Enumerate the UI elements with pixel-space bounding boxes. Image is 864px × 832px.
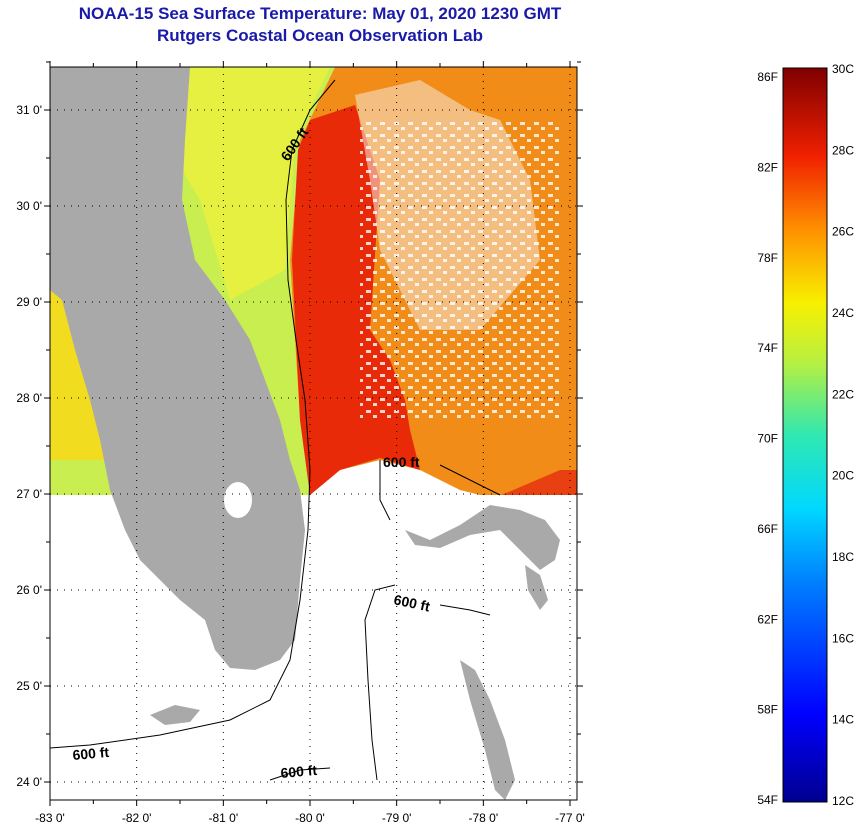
contour-600ft-south <box>269 767 331 781</box>
andros-island <box>460 660 515 800</box>
lon-tick-label: -78 0' <box>469 811 499 825</box>
lat-tick-label: 29 0' <box>16 295 42 309</box>
colorbar-f-label: 58F <box>757 703 778 717</box>
lat-tick-label: 25 0' <box>16 679 42 693</box>
colorbar-c-label: 14C <box>832 713 854 727</box>
contour-600ft-bahama-bank <box>379 460 391 521</box>
lon-tick-label: -77 0' <box>555 811 585 825</box>
lat-tick-label: 31 0' <box>16 103 42 117</box>
lake-okeechobee <box>224 482 252 518</box>
contour-label: 600 ft <box>383 454 420 470</box>
contour-label: 600 ft <box>72 744 110 763</box>
colorbar-c-label: 16C <box>832 631 854 645</box>
latitude-axis: 31 0' 30 0' 29 0' 28 0' 27 0' 26 0' 25 0' 24 0' <box>16 61 583 789</box>
contour-600ft-florida-shelf <box>50 79 336 749</box>
florida-keys <box>150 705 200 725</box>
lon-tick-label: -81 0' <box>209 811 239 825</box>
colorbar-celsius-scale: 30C 28C 26C 24C 22C 20C 18C 16C 14C 12C <box>832 62 854 808</box>
lat-tick-label: 27 0' <box>16 487 42 501</box>
grand-bahama-island <box>405 505 560 570</box>
colorbar-c-label: 26C <box>832 225 854 239</box>
longitude-axis: -83 0' -82 0' -81 0' -80 0' -79 0' -78 0' -77 … <box>35 61 585 825</box>
colorbar-c-label: 12C <box>832 794 854 808</box>
colorbar-c-label: 18C <box>832 550 854 564</box>
map-panel <box>50 67 577 800</box>
map-subtitle: Rutgers Coastal Ocean Observation Lab <box>157 26 483 45</box>
florida-land <box>50 67 305 670</box>
colorbar-f-label: 86F <box>757 70 778 84</box>
map-title: NOAA-15 Sea Surface Temperature: May 01,… <box>78 4 562 23</box>
colorbar-f-label: 74F <box>757 341 778 355</box>
cloud-speckle <box>360 120 560 420</box>
lon-tick-label: -79 0' <box>382 811 412 825</box>
colorbar-c-label: 20C <box>832 469 854 483</box>
colorbar-f-label: 66F <box>757 522 778 536</box>
colorbar-fahrenheit-scale: 86F 82F 78F 74F 70F 66F 62F 58F 54F <box>757 70 778 807</box>
lat-tick-label: 26 0' <box>16 583 42 597</box>
contour-600ft-straits <box>364 584 396 781</box>
colorbar-c-label: 24C <box>832 306 854 320</box>
lon-tick-label: -80 0' <box>295 811 325 825</box>
colorbar-f-label: 62F <box>757 612 778 626</box>
contour-label: 600 ft <box>280 762 318 781</box>
colorbar-f-label: 70F <box>757 432 778 446</box>
lon-tick-label: -83 0' <box>35 811 65 825</box>
map-frame <box>49 66 578 801</box>
temperature-colorbar <box>782 67 828 803</box>
bimini-island <box>525 565 548 610</box>
colorbar-c-label: 28C <box>832 143 854 157</box>
contour-600ft-bahama-north <box>439 464 501 496</box>
colorbar-f-label: 78F <box>757 251 778 265</box>
contour-label: 600 ft <box>392 591 431 614</box>
colorbar-f-label: 82F <box>757 160 778 174</box>
lat-tick-label: 30 0' <box>16 199 42 213</box>
lat-tick-label: 28 0' <box>16 391 42 405</box>
colorbar-f-label: 54F <box>757 793 778 807</box>
lat-tick-label: 24 0' <box>16 775 42 789</box>
lon-tick-label: -82 0' <box>122 811 152 825</box>
colorbar-c-label: 22C <box>832 387 854 401</box>
colorbar-c-label: 30C <box>832 62 854 76</box>
